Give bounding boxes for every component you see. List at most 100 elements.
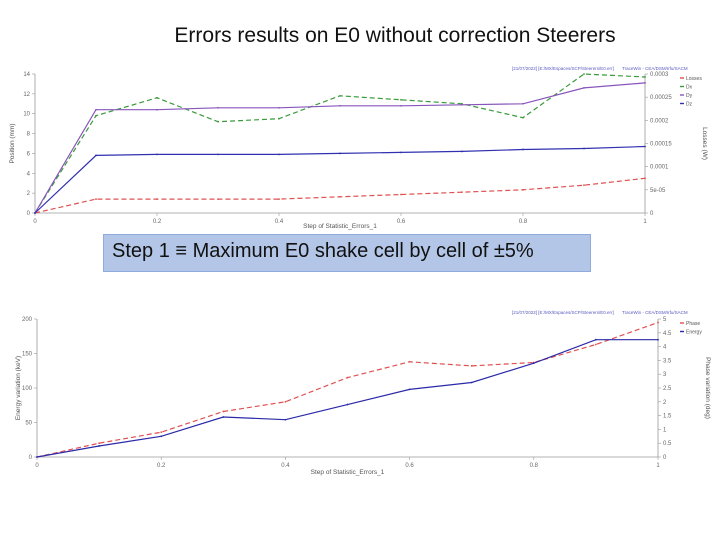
data-point [583, 87, 585, 89]
step-note-box [103, 234, 591, 272]
data-point [400, 104, 402, 107]
legend-label: Dy [686, 93, 693, 99]
y-right-tick-label: 0.0001 [650, 165, 669, 171]
y-right-tick-label: 0.0002 [650, 118, 669, 124]
data-point [95, 154, 97, 157]
x-tick-label: 0.4 [281, 463, 290, 469]
y-left-tick-label: 12 [23, 92, 30, 98]
data-point [522, 116, 524, 119]
x-tick-label: 0.6 [405, 463, 414, 469]
data-point [644, 177, 646, 180]
x-tick-label: 0.6 [397, 219, 406, 225]
y-axis-label-right: Losses (W) [701, 127, 708, 160]
data-point [156, 153, 158, 156]
y-left-tick-label: 200 [22, 317, 33, 323]
data-point [470, 365, 473, 367]
series-line-dy [34, 82, 646, 214]
chart-1: [21/07/2022] [E:/MX/Espaces/SCP/Steerers… [9, 66, 708, 230]
y-axis-label-left: Position (mm) [9, 123, 16, 163]
data-point [532, 362, 535, 365]
data-point [222, 410, 225, 413]
y-right-tick-label: 5 [663, 317, 667, 323]
data-point [408, 388, 411, 391]
y-right-tick-label: 0.5 [663, 441, 672, 447]
series-line-dx [34, 73, 646, 214]
data-point [408, 360, 411, 363]
y-left-tick-label: 4 [27, 171, 31, 177]
data-point [278, 117, 280, 120]
data-point [284, 400, 287, 403]
y-left-tick-label: 0 [27, 211, 31, 217]
y-left-tick-label: 10 [23, 112, 30, 118]
data-point [156, 96, 158, 99]
y-right-tick-label: 1 [663, 427, 667, 433]
y-right-tick-label: 4.5 [663, 331, 672, 337]
data-point [98, 442, 100, 445]
y-axis-label-right: Phase variation (deg) [704, 357, 711, 419]
y-left-tick-label: 0 [29, 455, 33, 461]
y-left-tick-label: 100 [22, 386, 33, 392]
x-tick-label: 0 [35, 463, 39, 469]
data-point [160, 431, 163, 434]
y-left-tick-label: 50 [25, 421, 32, 427]
y-left-tick-label: 2 [27, 191, 31, 197]
data-point [156, 198, 158, 201]
x-tick-label: 0.2 [153, 219, 162, 225]
x-tick-label: 1 [643, 219, 647, 225]
y-right-tick-label: 1.5 [663, 414, 672, 420]
series-line-losses [34, 177, 646, 214]
data-point [595, 343, 597, 346]
data-point [522, 148, 524, 151]
y-left-tick-label: 14 [23, 72, 30, 78]
x-tick-label: 0.4 [275, 219, 284, 225]
data-point [160, 435, 163, 438]
data-point [461, 150, 463, 153]
data-point [217, 198, 219, 201]
y-left-tick-label: 8 [27, 132, 31, 138]
data-point [95, 198, 97, 201]
legend-label: Phase [686, 321, 700, 327]
data-point [644, 82, 646, 84]
series-line-energy [36, 339, 658, 458]
y-right-tick-label: 0 [663, 455, 667, 461]
data-point [95, 114, 97, 117]
data-point [284, 418, 287, 421]
data-point [98, 445, 100, 447]
data-point [339, 104, 341, 107]
x-tick-label: 0.8 [519, 219, 528, 225]
data-point [339, 152, 341, 155]
data-point [461, 103, 463, 106]
data-point [400, 193, 402, 196]
data-point [583, 184, 585, 187]
data-point [583, 147, 585, 150]
legend-label: Dz [686, 102, 693, 108]
data-point [522, 188, 524, 191]
data-point [657, 321, 659, 324]
data-point [278, 153, 280, 156]
x-axis-label: Step of Statistic_Errors_1 [311, 469, 385, 476]
y-axis-label-left: Energy variation (keV) [15, 356, 22, 420]
chart-header-right: TraceWin - CEA/DSM/Irfu/SACM [622, 310, 688, 315]
data-point [278, 106, 280, 109]
data-point [156, 108, 158, 111]
data-point [644, 76, 646, 78]
data-point [95, 108, 97, 111]
x-tick-label: 0.8 [530, 463, 539, 469]
data-point [339, 94, 341, 97]
x-tick-label: 0 [33, 219, 37, 225]
x-tick-label: 0.2 [157, 463, 166, 469]
y-right-tick-label: 5e-05 [650, 188, 666, 194]
step-note: Step 1 ≡ Maximum E0 shake cell by cell o… [112, 240, 534, 262]
data-point [461, 191, 463, 194]
y-right-tick-label: 3.5 [663, 358, 672, 364]
data-point [339, 195, 341, 198]
data-point [400, 98, 402, 101]
data-point [644, 145, 646, 148]
chart-header-left: [21/07/2022] [E:/MX/Espaces/SCP/Steerers… [512, 66, 614, 71]
legend-label: Energy [686, 330, 702, 336]
data-point [278, 198, 280, 201]
chart-2: [21/07/2022] [E:/MX/Espaces/SCP/Steerers… [15, 310, 711, 476]
data-point [36, 456, 38, 458]
legend-label: Dx [686, 85, 693, 91]
